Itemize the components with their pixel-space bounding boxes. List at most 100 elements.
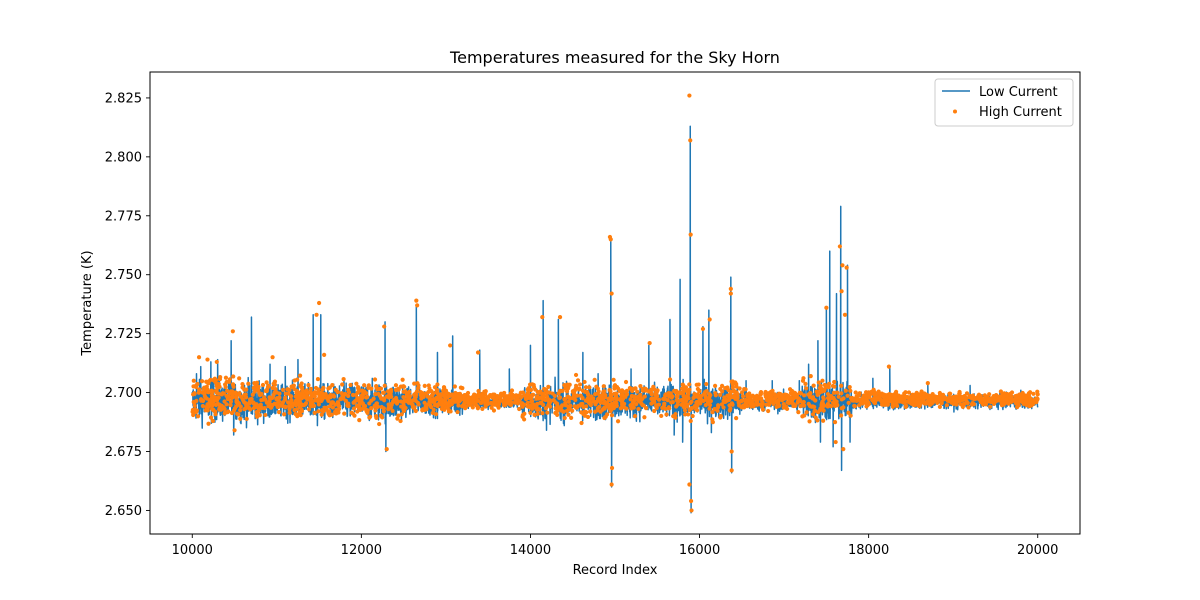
scatter-point: [634, 402, 639, 407]
scatter-point: [489, 405, 494, 410]
scatter-point: [194, 410, 199, 415]
scatter-point: [822, 387, 827, 393]
scatter-point: [1028, 396, 1033, 401]
scatter-point: [209, 400, 214, 406]
scatter-point: [779, 393, 784, 398]
scatter-point: [937, 404, 943, 410]
scatter-point: [374, 401, 380, 406]
scatter-point: [308, 386, 313, 391]
scatter-point: [546, 398, 551, 403]
scatter-point: [888, 396, 893, 401]
scatter-point: [983, 402, 989, 407]
scatter-point: [456, 394, 461, 399]
scatter-point: [263, 412, 268, 418]
scatter-point: [354, 381, 359, 386]
scatter-point: [519, 402, 525, 408]
scatter-point: [356, 389, 362, 394]
scatter-point: [992, 397, 997, 402]
scatter-point: [432, 397, 437, 402]
y-tick-label: 2.650: [105, 504, 142, 519]
scatter-point: [361, 403, 366, 408]
scatter-point: [346, 393, 351, 399]
scatter-point: [327, 409, 332, 414]
scatter-point: [695, 394, 700, 399]
scatter-point: [495, 403, 500, 408]
scatter-point: [566, 399, 571, 404]
scatter-point: [546, 402, 552, 407]
scatter-point: [846, 400, 851, 405]
scatter-point: [388, 405, 393, 410]
scatter-point: [416, 402, 421, 407]
scatter-point: [747, 391, 752, 396]
scatter-point: [372, 404, 377, 409]
scatter-point: [747, 395, 752, 400]
scatter-point: [687, 93, 692, 98]
scatter-point: [280, 387, 286, 392]
scatter-point: [831, 390, 837, 395]
scatter-point: [249, 396, 254, 402]
scatter-point: [471, 396, 476, 401]
scatter-point: [213, 412, 218, 417]
scatter-point: [841, 405, 846, 410]
scatter-point: [485, 401, 490, 407]
scatter-point: [212, 394, 217, 400]
scatter-point: [712, 383, 718, 388]
scatter-point: [314, 312, 319, 317]
scatter-point: [342, 411, 347, 416]
scatter-point: [582, 413, 588, 418]
scatter-point: [528, 410, 533, 415]
scatter-point: [198, 397, 204, 402]
scatter-point: [579, 420, 584, 426]
scatter-point: [643, 406, 649, 411]
scatter-point: [323, 392, 328, 397]
scatter-point: [563, 396, 568, 402]
scatter-point: [490, 402, 495, 407]
scatter-point: [238, 416, 243, 421]
y-tick-label: 2.800: [105, 150, 142, 165]
scatter-point: [939, 400, 944, 406]
scatter-point: [852, 403, 857, 408]
scatter-point: [552, 393, 557, 398]
scatter-point: [529, 399, 535, 404]
scatter-point: [210, 418, 215, 424]
scatter-point: [540, 411, 545, 416]
scatter-point: [728, 291, 733, 296]
scatter-point: [707, 403, 713, 408]
scatter-point: [411, 398, 416, 403]
scatter-point: [525, 400, 530, 405]
scatter-point: [394, 397, 399, 403]
scatter-point: [475, 350, 481, 355]
scatter-point: [283, 391, 288, 396]
scatter-point: [562, 415, 567, 421]
scatter-point: [396, 413, 401, 418]
scatter-point: [623, 379, 629, 385]
scatter-point: [603, 414, 608, 419]
scatter-point: [299, 402, 304, 408]
scatter-point: [403, 405, 408, 411]
scatter-point: [221, 405, 226, 410]
scatter-point: [295, 377, 300, 382]
scatter-point: [729, 468, 734, 473]
scatter-point: [479, 400, 484, 406]
scatter-point: [515, 401, 520, 406]
scatter-point: [287, 410, 292, 415]
scatter-point: [652, 408, 657, 414]
scatter-point: [252, 402, 257, 407]
scatter-point: [371, 396, 376, 401]
scatter-point: [667, 406, 672, 411]
scatter-point: [375, 404, 381, 409]
scatter-point: [381, 406, 386, 411]
scatter-point: [642, 394, 647, 399]
scatter-point: [455, 409, 460, 415]
scatter-point: [766, 402, 772, 407]
scatter-point: [863, 390, 869, 395]
scatter-point: [402, 384, 407, 389]
scatter-point: [336, 407, 342, 412]
scatter-point: [766, 408, 771, 414]
scatter-point: [593, 402, 598, 407]
scatter-point: [431, 407, 436, 412]
scatter-point: [428, 403, 433, 408]
scatter-point: [609, 465, 615, 471]
scatter-point: [842, 312, 848, 317]
scatter-point: [772, 392, 777, 397]
